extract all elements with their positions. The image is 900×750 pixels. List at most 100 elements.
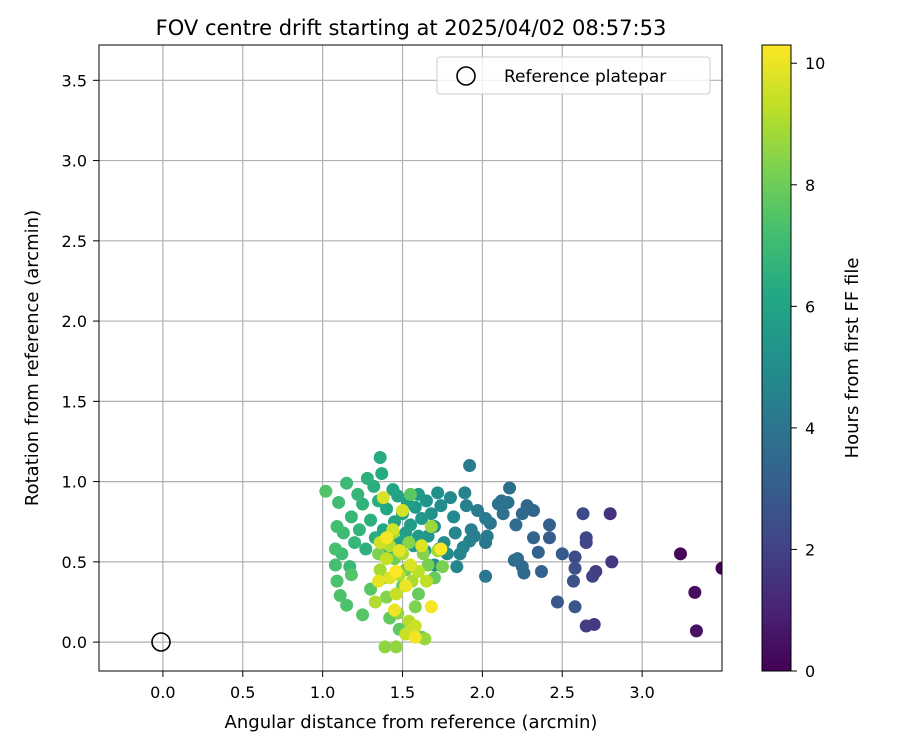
- y-tick-label: 2.5: [62, 232, 87, 251]
- scatter-point: [421, 558, 435, 572]
- scatter-point: [435, 560, 449, 574]
- y-tick-label: 3.0: [62, 152, 87, 171]
- plot-frame: [98, 44, 723, 672]
- scatter-point: [372, 574, 386, 588]
- scatter-point: [550, 595, 564, 609]
- scatter-point: [380, 502, 394, 516]
- scatter-point: [356, 608, 370, 622]
- scatter-point: [392, 544, 406, 558]
- scatter-point: [509, 518, 523, 532]
- scatter-point: [328, 558, 342, 572]
- scatter-point: [388, 603, 402, 617]
- scatter-point: [348, 536, 362, 550]
- scatter-point: [386, 483, 400, 497]
- scatter-point: [389, 587, 403, 601]
- scatter-point: [443, 491, 457, 505]
- scatter-point: [373, 563, 387, 577]
- colorbar-frame: [761, 44, 792, 672]
- y-tick-label: 1.0: [62, 473, 87, 492]
- scatter-point: [503, 481, 517, 495]
- scatter-point: [344, 568, 358, 582]
- scatter-point: [459, 499, 473, 513]
- y-axis-label: Rotation from reference (arcmin): [22, 210, 43, 506]
- scatter-point: [368, 595, 382, 609]
- scatter-point: [404, 558, 417, 572]
- scatter-point: [673, 547, 687, 561]
- scatter-point: [378, 640, 392, 654]
- scatter-point: [364, 513, 378, 527]
- data-points: [319, 451, 722, 654]
- legend-label: Reference platepar: [504, 67, 666, 87]
- colorbar-gradient: [762, 45, 791, 671]
- scatter-point: [434, 499, 448, 513]
- scatter-point: [448, 526, 462, 540]
- scatter-point: [688, 585, 702, 599]
- colorbar-tick-label: 8: [805, 176, 815, 195]
- scatter-point: [464, 523, 478, 537]
- scatter-point: [463, 459, 477, 473]
- scatter-point: [411, 587, 425, 601]
- scatter-point: [458, 486, 472, 500]
- scatter-point: [408, 600, 422, 614]
- scatter-point: [380, 552, 394, 566]
- colorbar-tick-label: 4: [805, 419, 815, 438]
- scatter-point: [542, 531, 556, 545]
- legend-box: [436, 56, 711, 95]
- scatter-point: [389, 640, 403, 654]
- y-tick-label: 2.0: [62, 312, 87, 331]
- legend: Reference platepar: [436, 56, 711, 95]
- scatter-point: [566, 574, 580, 588]
- x-tick-label: 2.5: [550, 683, 575, 702]
- scatter-point: [527, 531, 541, 545]
- scatter-point: [424, 520, 438, 534]
- scatter-point: [408, 619, 422, 633]
- scatter-point: [330, 520, 344, 534]
- scatter-point: [471, 503, 485, 517]
- x-axis-ticks: 0.0 0.5 1.0 1.5 2.0 2.5 3.0: [150, 671, 655, 702]
- scatter-point: [389, 564, 403, 578]
- scatter-point: [415, 539, 429, 553]
- scatter-point: [515, 507, 529, 521]
- scatter-point: [579, 531, 593, 545]
- colorbar-tick-label: 6: [805, 297, 815, 316]
- scatter-point: [402, 536, 416, 550]
- scatter-point: [507, 553, 521, 567]
- scatter-point: [491, 497, 505, 511]
- scatter-point: [332, 495, 346, 509]
- x-tick-label: 2.0: [470, 683, 495, 702]
- scatter-point: [340, 476, 354, 490]
- scatter-point: [330, 574, 344, 588]
- scatter-point: [344, 510, 358, 524]
- scatter-point: [542, 518, 556, 532]
- scatter-point: [603, 507, 617, 521]
- x-tick-label: 0.0: [150, 683, 175, 702]
- scatter-point: [419, 574, 433, 588]
- y-tick-label: 0.0: [62, 633, 87, 652]
- scatter-point: [586, 569, 600, 583]
- scatter-point: [447, 510, 461, 524]
- colorbar-ticks: 0 2 4 6 8 10: [791, 54, 825, 681]
- scatter-point: [450, 560, 464, 574]
- scatter-point: [517, 566, 531, 580]
- x-tick-label: 3.0: [629, 683, 654, 702]
- colorbar-tick-label: 10: [805, 54, 825, 73]
- scatter-point: [373, 451, 387, 465]
- scatter-point: [605, 555, 619, 569]
- y-axis-ticks: 0.0 0.5 1.0 1.5 2.0 2.5 3.0 3.5: [62, 71, 99, 652]
- scatter-point: [434, 542, 448, 556]
- colorbar-label: Hours from first FF file: [842, 258, 863, 459]
- grid-lines: [99, 45, 722, 671]
- scatter-point: [431, 486, 445, 500]
- scatter-point: [534, 564, 548, 578]
- x-tick-label: 1.5: [390, 683, 415, 702]
- scatter-point: [333, 589, 347, 603]
- scatter-point: [356, 497, 370, 511]
- scatter-point: [360, 471, 374, 485]
- scatter-point: [424, 507, 438, 521]
- scatter-point: [479, 512, 493, 526]
- legend-marker: [456, 66, 476, 86]
- scatter-point: [399, 579, 413, 593]
- scatter-point: [568, 600, 582, 614]
- colorbar: 0 2 4 6 8 10 Hours from first FF file: [761, 44, 863, 681]
